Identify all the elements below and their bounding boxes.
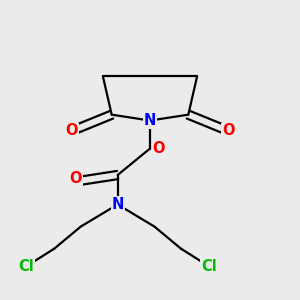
Text: Cl: Cl [19, 259, 34, 274]
Text: O: O [153, 141, 165, 156]
Text: O: O [222, 123, 234, 138]
Text: N: N [111, 197, 124, 212]
Text: O: O [66, 123, 78, 138]
Text: N: N [144, 113, 156, 128]
Text: O: O [70, 171, 82, 186]
Text: Cl: Cl [201, 259, 217, 274]
